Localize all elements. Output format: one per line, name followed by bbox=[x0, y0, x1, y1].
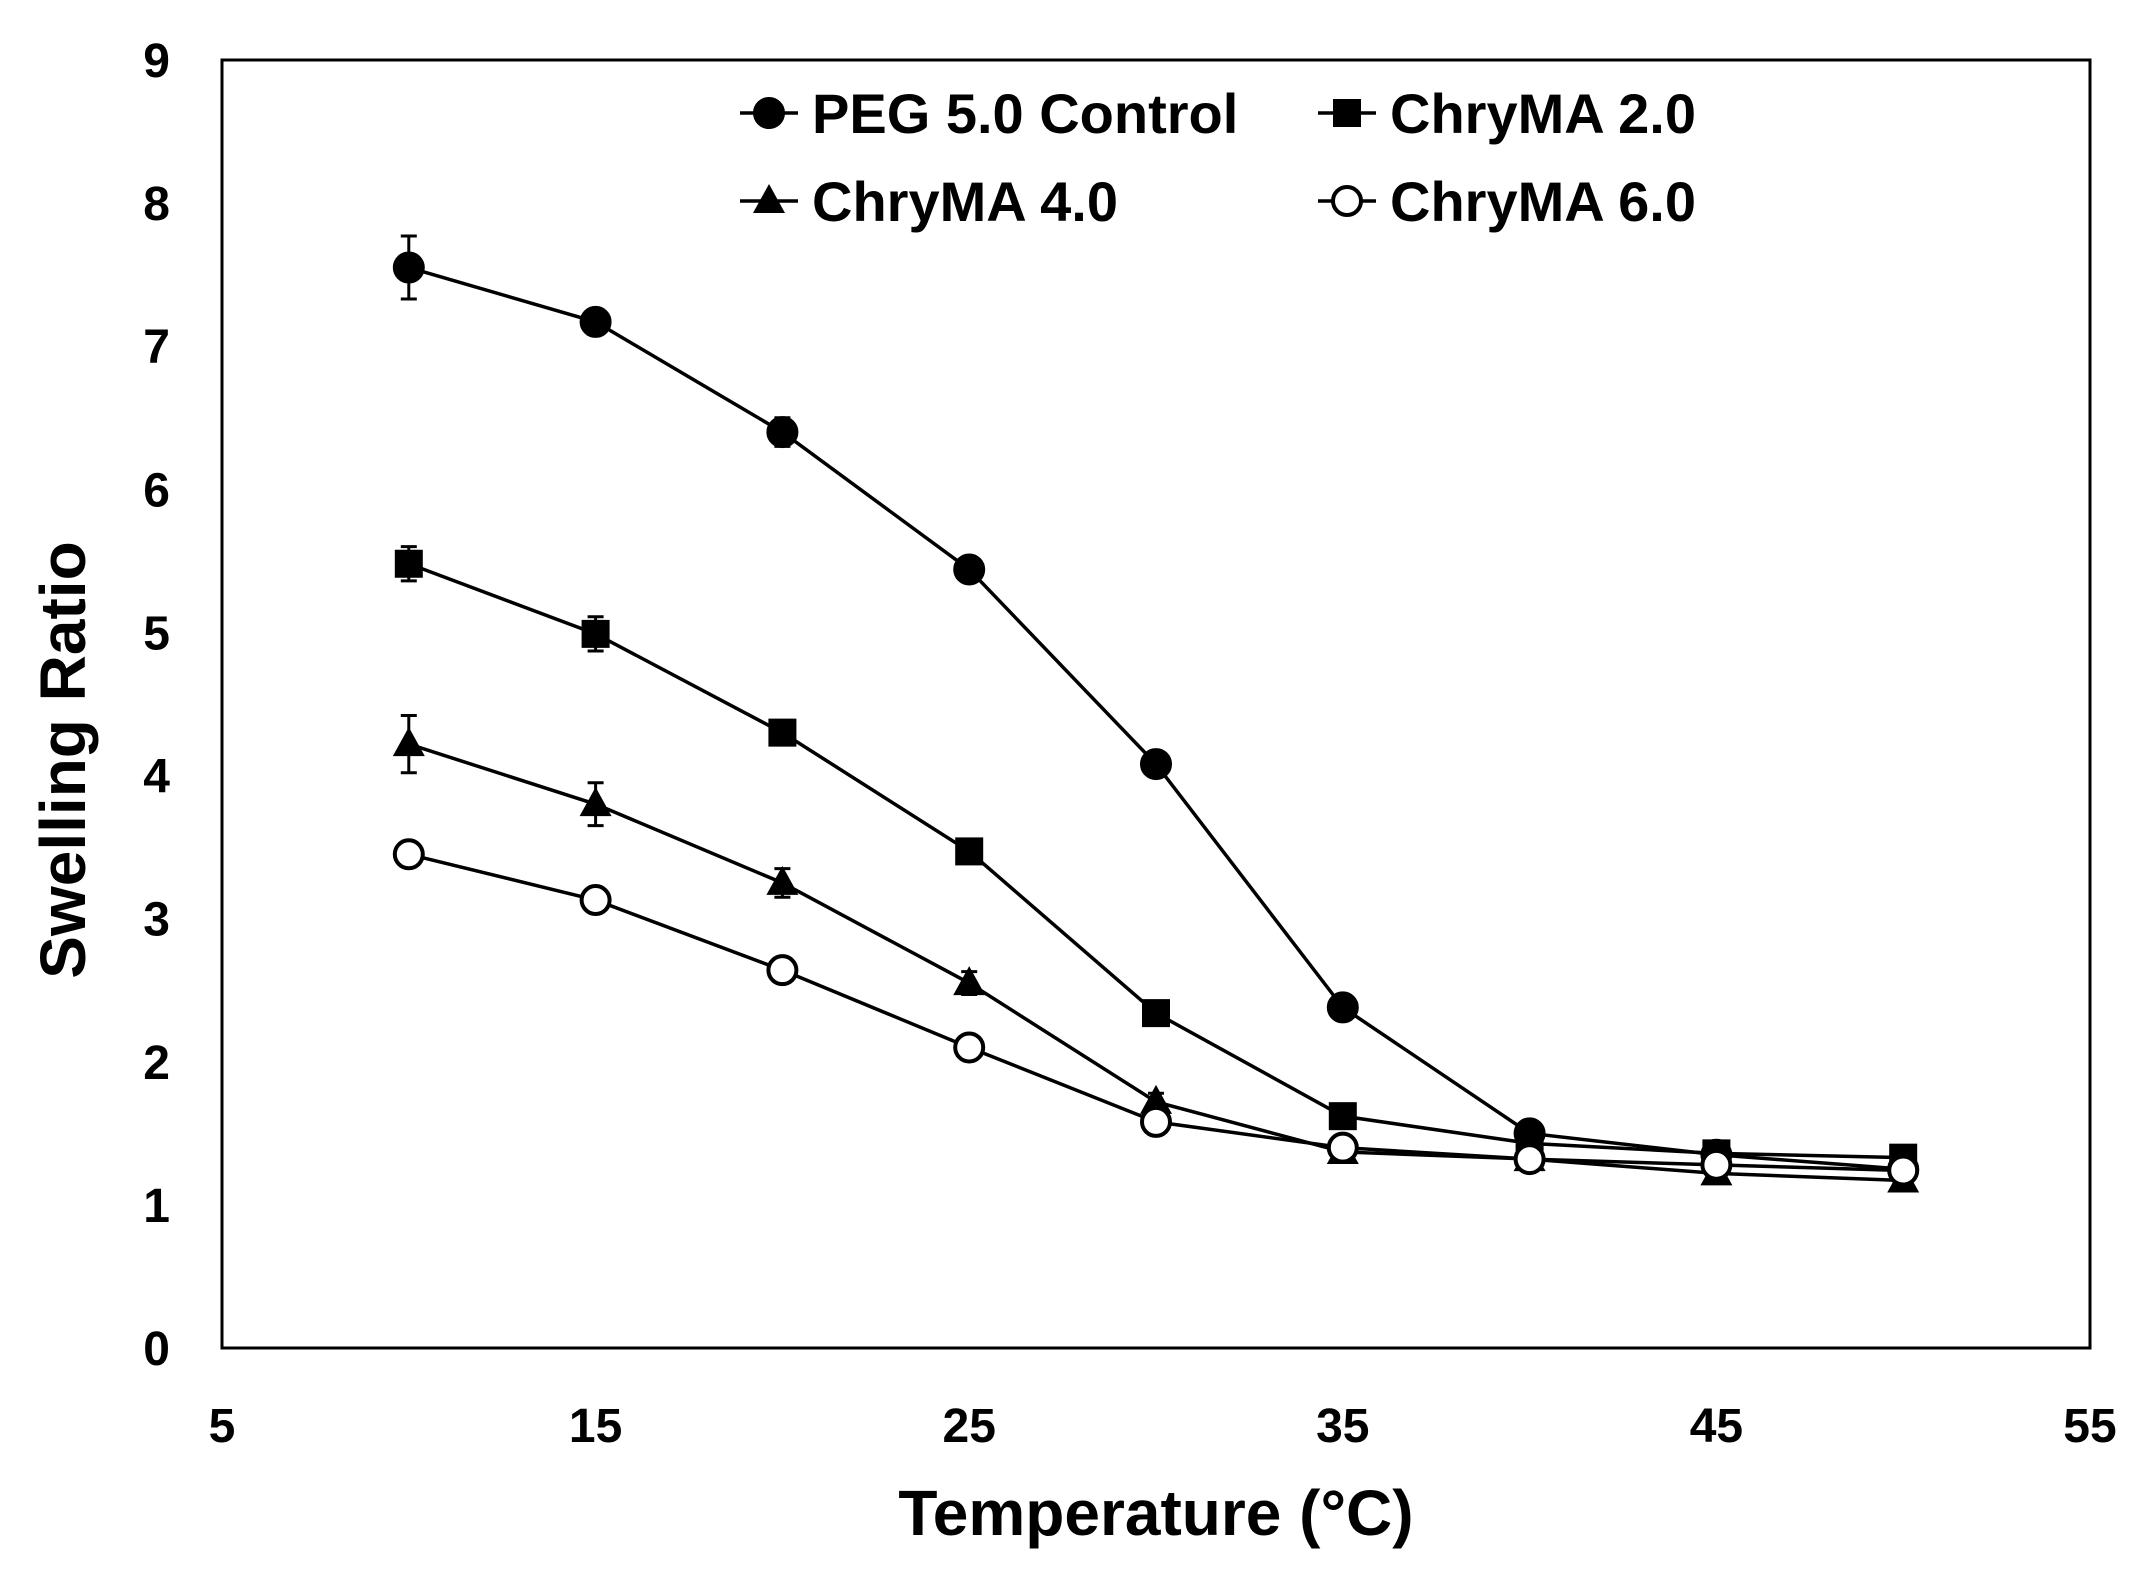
data-point bbox=[392, 251, 425, 284]
x-tick-label: 25 bbox=[943, 1400, 996, 1453]
x-tick-label: 55 bbox=[2063, 1400, 2116, 1453]
legend-marker bbox=[753, 184, 785, 213]
data-point bbox=[1140, 1084, 1172, 1114]
series-line bbox=[408, 562, 1904, 1160]
data-point bbox=[1326, 1131, 1359, 1164]
legend-item-chryma-4-0: ChryMA 4.0 bbox=[740, 170, 1118, 233]
legend-item-peg-5-0-control: PEG 5.0 Control bbox=[740, 82, 1238, 145]
y-tick-label: 1 bbox=[143, 1180, 170, 1233]
data-point bbox=[1142, 999, 1170, 1028]
legend-marker bbox=[753, 97, 785, 129]
series-line bbox=[408, 265, 1904, 1171]
x-axis-title: Temperature (°C) bbox=[898, 1477, 1413, 1549]
data-point bbox=[579, 305, 612, 338]
legend-label: ChryMA 4.0 bbox=[812, 170, 1118, 233]
data-point bbox=[394, 549, 423, 578]
y-tick-label: 5 bbox=[143, 607, 170, 660]
legend-label: ChryMA 6.0 bbox=[1390, 170, 1696, 233]
data-point bbox=[581, 619, 610, 648]
y-tick-label: 4 bbox=[143, 751, 170, 804]
data-point bbox=[1326, 991, 1359, 1024]
data-point bbox=[955, 837, 984, 866]
data-point bbox=[953, 966, 986, 996]
legend-label: PEG 5.0 Control bbox=[812, 82, 1238, 145]
data-point bbox=[953, 1031, 986, 1064]
y-tick-label: 6 bbox=[143, 464, 170, 517]
data-point bbox=[766, 954, 799, 987]
legend-item-chryma-6-0: ChryMA 6.0 bbox=[1318, 170, 1696, 233]
x-tick-label: 5 bbox=[209, 1400, 236, 1453]
data-point bbox=[1328, 1102, 1357, 1131]
data-point bbox=[953, 553, 986, 586]
plot-frame bbox=[220, 58, 2092, 1350]
data-point bbox=[1513, 1143, 1546, 1176]
data-point bbox=[392, 727, 425, 757]
y-tick-label: 0 bbox=[143, 1323, 170, 1376]
series-layer bbox=[392, 234, 1920, 1193]
data-point bbox=[392, 838, 425, 871]
x-tick-label: 35 bbox=[1316, 1400, 1369, 1453]
legend-marker bbox=[1333, 99, 1361, 127]
data-point bbox=[579, 884, 612, 917]
y-tick-label: 8 bbox=[143, 178, 170, 231]
data-point bbox=[1140, 1105, 1172, 1138]
legend: PEG 5.0 Control ChryMA 2.0 ChryMA 4.0 ChryM… bbox=[740, 82, 1696, 233]
data-point bbox=[1140, 748, 1172, 781]
series-chryma-2-0 bbox=[394, 545, 1918, 1172]
data-point bbox=[768, 718, 797, 747]
x-tick-label: 45 bbox=[1690, 1400, 1743, 1453]
x-tick-label: 15 bbox=[569, 1400, 622, 1453]
series-chryma-6-0 bbox=[392, 838, 1920, 1187]
y-tick-label: 2 bbox=[143, 1037, 170, 1090]
legend-item-chryma-2-0: ChryMA 2.0 bbox=[1318, 82, 1696, 145]
y-tick-label: 3 bbox=[143, 894, 170, 947]
data-point bbox=[1887, 1154, 1920, 1187]
y-tick-label: 9 bbox=[143, 35, 170, 88]
legend-label: ChryMA 2.0 bbox=[1390, 82, 1696, 145]
series-peg-5-0-control bbox=[392, 234, 1920, 1186]
data-point bbox=[766, 416, 799, 449]
data-point bbox=[579, 787, 612, 817]
data-point bbox=[766, 865, 799, 895]
y-tick-labels: 0 1 2 3 4 5 6 7 8 9 bbox=[143, 35, 170, 1376]
legend-marker bbox=[1331, 185, 1363, 217]
data-point bbox=[1700, 1148, 1733, 1181]
y-tick-label: 7 bbox=[143, 321, 170, 374]
x-tick-labels: 5 15 25 35 45 55 bbox=[209, 1400, 2117, 1453]
y-axis-title: Swelling Ratio bbox=[27, 541, 99, 978]
